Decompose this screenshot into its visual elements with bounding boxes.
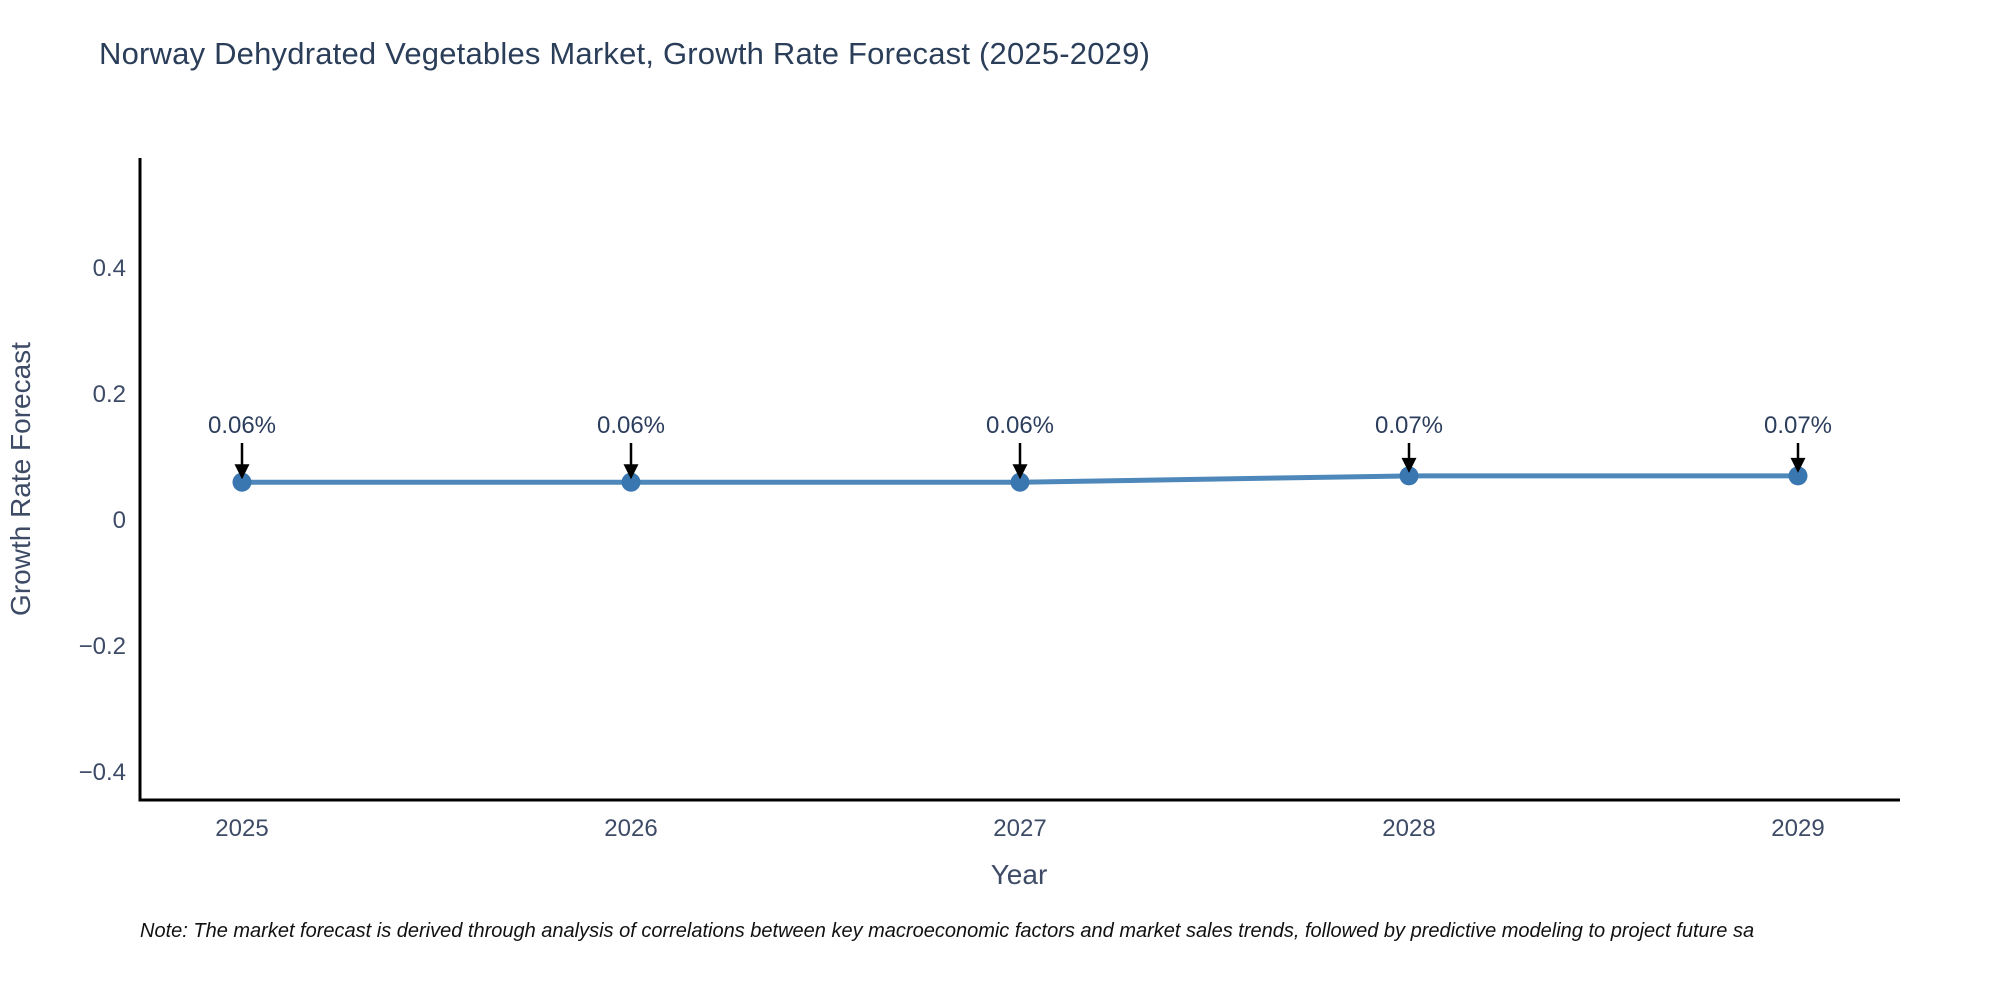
data-point-marker [232, 472, 252, 492]
annotation-arrowhead [1012, 464, 1028, 480]
y-tick-label: −0.2 [79, 633, 126, 660]
annotation-arrowhead [1401, 457, 1417, 473]
y-tick-label: −0.4 [79, 759, 126, 786]
chart-title: Norway Dehydrated Vegetables Market, Gro… [99, 36, 1151, 71]
data-point-marker [621, 472, 641, 492]
annotation-arrowhead [234, 464, 250, 480]
annotation-arrowhead [1790, 457, 1806, 473]
x-tick-label: 2025 [215, 815, 268, 842]
annotation-arrowhead [623, 464, 639, 480]
x-tick-label: 2027 [993, 815, 1046, 842]
x-tick-label: 2026 [604, 815, 657, 842]
point-value-label: 0.07% [1375, 412, 1443, 439]
x-tick-label: 2029 [1771, 815, 1824, 842]
point-value-label: 0.06% [986, 412, 1054, 439]
plot-area: 0.4 0.2 0 −0.2 −0.4 2025 2026 2027 2028 2029 Year G… [5, 158, 1900, 890]
y-axis-title: Growth Rate Forecast [5, 342, 36, 616]
x-tick-label: 2028 [1382, 815, 1435, 842]
footnote: Note: The market forecast is derived thr… [140, 920, 2000, 943]
y-tick-label: 0.4 [93, 255, 126, 282]
y-tick-label: 0.2 [93, 381, 126, 408]
x-axis-title: Year [991, 859, 1048, 890]
point-value-label: 0.06% [208, 412, 276, 439]
data-point-marker [1399, 466, 1419, 486]
point-value-label: 0.06% [597, 412, 665, 439]
data-point-marker [1788, 466, 1808, 486]
footnote-text: Note: The market forecast is derived thr… [140, 920, 1755, 942]
point-value-label: 0.07% [1764, 412, 1832, 439]
y-tick-label: 0 [113, 507, 126, 534]
data-point-marker [1010, 472, 1030, 492]
